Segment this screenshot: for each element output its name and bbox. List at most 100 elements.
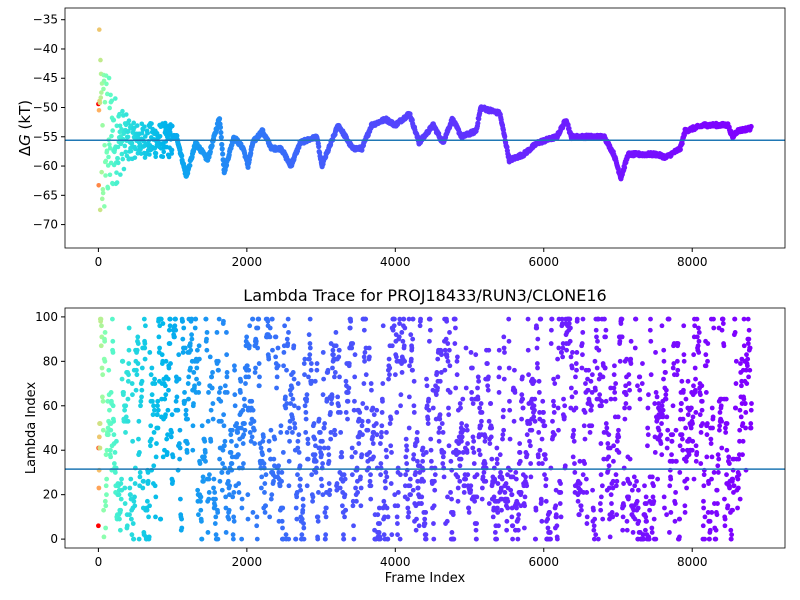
- data-point: [108, 92, 113, 98]
- data-point: [256, 361, 262, 366]
- data-point: [125, 378, 131, 384]
- data-point: [575, 498, 581, 504]
- data-point: [667, 530, 672, 535]
- data-point: [475, 385, 480, 391]
- data-point: [134, 347, 140, 353]
- data-point: [122, 407, 128, 413]
- data-point: [596, 347, 602, 353]
- data-point: [555, 405, 561, 411]
- data-point: [584, 521, 590, 526]
- data-point: [411, 403, 417, 409]
- data-point: [310, 494, 316, 500]
- data-point: [346, 385, 352, 391]
- data-point: [334, 481, 340, 486]
- data-point: [517, 441, 523, 446]
- data-point: [102, 142, 107, 148]
- data-point: [236, 452, 241, 458]
- data-point: [98, 316, 104, 322]
- data-point: [535, 454, 541, 460]
- data-point: [276, 463, 281, 469]
- data-point: [228, 450, 234, 455]
- data-point: [169, 412, 175, 418]
- data-point: [449, 530, 455, 535]
- data-point: [246, 374, 252, 380]
- data-point: [104, 492, 109, 498]
- data-point: [691, 476, 697, 482]
- data-point: [703, 352, 709, 358]
- data-point: [139, 121, 145, 127]
- data-point: [424, 376, 429, 382]
- data-point: [459, 421, 465, 426]
- data-point: [136, 436, 141, 442]
- data-point: [717, 423, 723, 429]
- data-point: [504, 518, 510, 524]
- data-point: [693, 376, 698, 382]
- data-point: [98, 57, 103, 63]
- data-point: [628, 356, 634, 362]
- data-point: [134, 372, 140, 378]
- data-point: [613, 472, 619, 478]
- data-point: [724, 447, 730, 453]
- data-point: [498, 470, 503, 475]
- data-point: [231, 363, 237, 369]
- data-point: [475, 120, 481, 126]
- data-point: [282, 323, 288, 329]
- data-point: [354, 498, 359, 504]
- data-point: [542, 452, 548, 458]
- data-point: [733, 405, 739, 411]
- data-point: [314, 361, 320, 366]
- data-point: [408, 356, 414, 362]
- data-point: [540, 418, 546, 424]
- data-point: [196, 356, 202, 362]
- data-point: [343, 507, 349, 513]
- data-point: [313, 470, 319, 475]
- data-point: [522, 494, 528, 500]
- data-point: [470, 365, 475, 371]
- data-point: [250, 510, 256, 515]
- data-point: [102, 338, 108, 344]
- data-point: [465, 441, 470, 446]
- data-point: [394, 514, 400, 520]
- data-point: [659, 452, 665, 458]
- data-point: [349, 445, 355, 451]
- data-point: [435, 385, 440, 391]
- data-point: [177, 445, 183, 451]
- data-point: [627, 481, 633, 486]
- data-point: [267, 514, 273, 520]
- data-point: [446, 347, 452, 353]
- data-point: [110, 128, 115, 133]
- data-point: [212, 503, 218, 509]
- data-point: [668, 476, 674, 482]
- data-point: [649, 530, 655, 535]
- data-point: [528, 443, 533, 449]
- data-point: [166, 387, 171, 393]
- data-point: [603, 421, 609, 426]
- data-point: [501, 376, 507, 382]
- data-point: [410, 336, 416, 342]
- data-point: [723, 396, 729, 402]
- data-point: [468, 483, 474, 489]
- data-point: [597, 392, 603, 398]
- data-point: [399, 370, 405, 375]
- data-point: [286, 330, 291, 335]
- data-point: [695, 343, 701, 349]
- data-point: [206, 490, 212, 495]
- data-point: [697, 412, 703, 418]
- data-point: [748, 425, 754, 431]
- data-point: [263, 503, 269, 509]
- data-point: [618, 321, 624, 326]
- data-point: [136, 418, 142, 424]
- data-point: [678, 407, 684, 413]
- data-point: [341, 472, 347, 478]
- data-point: [448, 458, 454, 464]
- data-point: [519, 416, 524, 422]
- data-point: [597, 501, 603, 506]
- data-point: [177, 496, 183, 502]
- data-point: [332, 374, 337, 380]
- data-point: [672, 518, 678, 524]
- data-point: [514, 505, 519, 511]
- data-point: [349, 472, 355, 478]
- data-point: [256, 316, 262, 322]
- data-point: [424, 383, 430, 389]
- data-point: [743, 410, 749, 415]
